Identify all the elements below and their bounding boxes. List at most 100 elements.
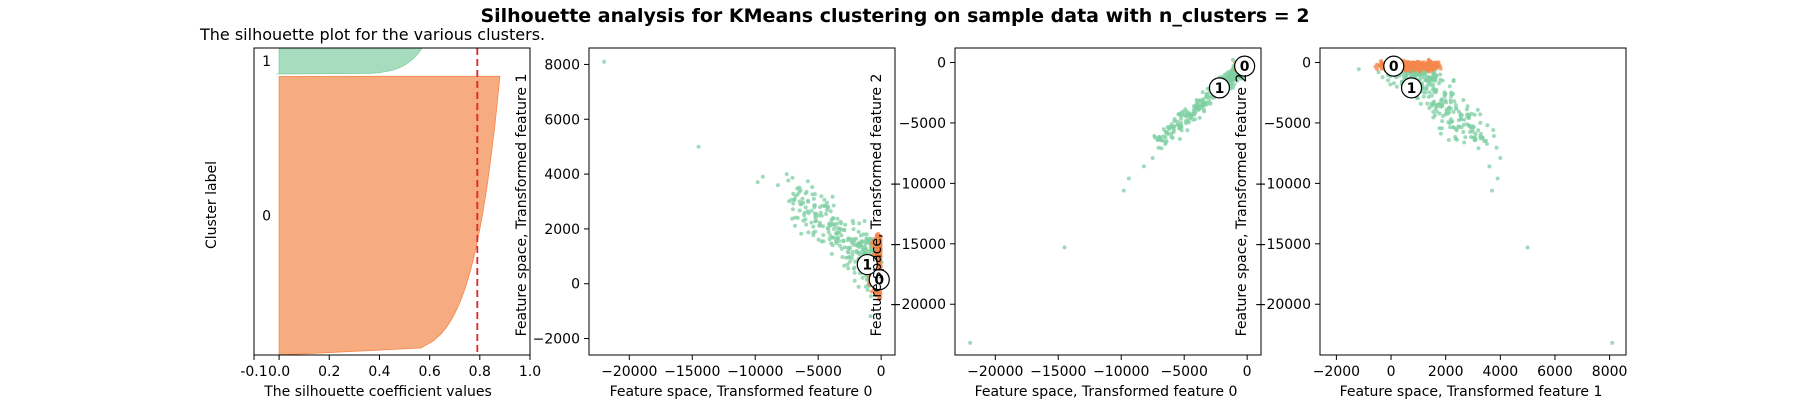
point-cluster-1 [806,198,810,203]
silhouette-cluster-1 [276,48,423,75]
cluster-center-marker [1234,55,1256,77]
point-cluster-1 [1472,112,1477,117]
point-cluster-0 [1410,61,1415,66]
point-cluster-1 [1200,101,1205,106]
y-tick-label: −10000 [1255,176,1311,192]
point-cluster-1 [813,229,818,234]
point-cluster-1 [803,205,808,210]
y-tick-label: −10000 [890,176,946,192]
point-cluster-0 [1423,63,1428,68]
point-cluster-0 [878,264,883,268]
point-cluster-1 [832,227,836,232]
y-tick-label: 4000 [544,167,580,183]
scatter-plot-f0-f1-ylabel: Feature space, Transformed feature 1 [514,74,530,337]
point-cluster-1 [1380,75,1385,80]
x-tick-label: −2000 [1313,364,1360,380]
point-cluster-0 [876,243,881,248]
point-cluster-1 [834,236,839,241]
point-cluster-1 [1439,98,1444,103]
x-tick-label: 0.6 [419,364,441,380]
x-tick-label: 1.0 [519,364,541,380]
point-cluster-1 [790,207,795,212]
point-cluster-1 [835,221,840,226]
x-tick-label: −5000 [795,364,842,380]
point-cluster-1 [1163,135,1168,140]
point-cluster-1 [1192,104,1197,109]
silhouette-plot: The silhouette plot for the various clus… [199,25,545,400]
point-cluster-1 [1205,102,1210,107]
point-cluster-1 [1447,84,1452,89]
point-cluster-1 [789,197,794,202]
point-cluster-1 [841,239,846,244]
point-cluster-1 [1171,128,1176,132]
cluster-center-marker [1208,77,1231,99]
point-cluster-1 [791,201,796,206]
point-cluster-1 [798,202,803,207]
point-cluster-1 [1452,99,1457,104]
point-cluster-1 [850,240,854,245]
point-cluster-1 [1485,123,1490,128]
scatter-points [1356,57,1615,345]
point-cluster-1 [1235,78,1240,83]
silhouette-cluster-label: 0 [262,209,271,225]
point-cluster-1 [1437,126,1442,131]
point-cluster-1 [1192,112,1197,117]
point-cluster-1 [1473,131,1478,136]
point-cluster-0 [1434,62,1438,67]
point-cluster-1 [861,247,866,252]
x-tick-label: −5000 [1161,364,1208,380]
y-tick-label: −15000 [1255,237,1311,253]
point-cluster-1 [830,194,835,199]
point-cluster-1 [859,240,864,245]
point-cluster-1 [968,340,973,345]
point-cluster-1 [1062,245,1067,250]
point-cluster-1 [862,219,867,223]
scatter-plot-f1-f2-xlabel: Feature space, Transformed feature 1 [1340,384,1603,400]
x-tick-label: 0 [1243,364,1252,380]
point-cluster-1 [811,224,816,229]
x-tick-label: 0.0 [268,364,290,380]
silhouette-plot-title: The silhouette plot for the various clus… [199,25,545,44]
x-tick-label: −20000 [967,364,1023,380]
point-cluster-1 [755,180,760,185]
point-cluster-1 [856,229,861,234]
point-cluster-1 [1141,164,1146,169]
cluster-center-label: 1 [1407,81,1417,97]
point-cluster-1 [1208,94,1213,99]
point-cluster-1 [1484,141,1489,146]
point-cluster-1 [850,252,855,257]
point-cluster-1 [845,262,850,267]
point-cluster-1 [1490,188,1495,193]
point-cluster-1 [829,251,834,256]
point-cluster-1 [1422,73,1427,77]
point-cluster-1 [1177,137,1182,141]
point-cluster-1 [1423,90,1428,95]
point-cluster-1 [1462,140,1467,145]
point-cluster-1 [842,263,847,268]
point-cluster-1 [857,252,862,257]
point-cluster-1 [831,203,836,208]
point-cluster-1 [1431,82,1436,87]
point-cluster-1 [1197,115,1202,120]
point-cluster-1 [809,220,814,225]
point-cluster-1 [1431,86,1436,91]
y-tick-label: 0 [571,277,580,293]
scatter-plot-f1-f2-ylabel: Feature space, Transformed feature 2 [1234,74,1250,337]
point-cluster-1 [1205,92,1209,97]
point-cluster-1 [1438,131,1443,136]
point-cluster-1 [1464,107,1469,112]
point-cluster-1 [1172,125,1176,130]
point-cluster-1 [1175,119,1180,124]
point-cluster-1 [1472,138,1477,143]
point-cluster-1 [824,212,828,216]
y-tick-label: 0 [937,56,946,72]
point-cluster-1 [847,259,852,264]
point-cluster-1 [797,189,802,194]
x-tick-label: −10000 [727,364,783,380]
cluster-center-marker [1383,55,1405,77]
point-cluster-1 [1431,75,1436,80]
scatter-frame [954,47,1262,356]
point-cluster-1 [1480,135,1485,140]
point-cluster-1 [816,213,821,218]
